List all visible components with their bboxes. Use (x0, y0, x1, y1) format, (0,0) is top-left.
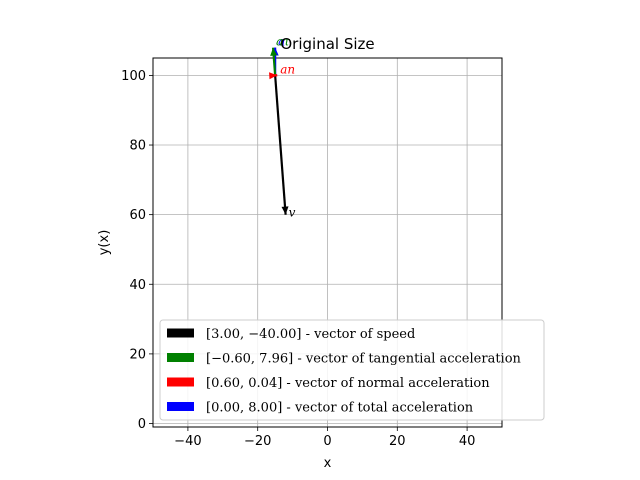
vector-a_tau: aτ (270, 35, 290, 76)
y-tick-label: 100 (121, 69, 146, 84)
vector-label-a: a (278, 35, 285, 49)
legend-swatch-a_tau (167, 353, 194, 362)
chart-title: Original Size (280, 35, 374, 53)
y-tick-label: 20 (129, 347, 146, 362)
y-tick-label: 60 (129, 208, 146, 223)
y-tick-label: 0 (138, 417, 146, 432)
vector-label-v: v (289, 206, 296, 220)
vector-label-a_tau: aτ (276, 35, 290, 49)
legend-swatch-a_n (167, 377, 194, 387)
legend-entry-a_tau: [−0.60, 7.96] - vector of tangential acc… (206, 352, 522, 367)
x-tick-label: 0 (323, 434, 331, 449)
vector-a_n: an (269, 62, 295, 80)
axis-ticks: −40 −20 0 20 40 0 20 40 60 80 100 (121, 69, 475, 449)
legend-entry-a_n: [0.60, 0.04] - vector of normal accelera… (206, 376, 490, 391)
legend: [3.00, −40.00] - vector of speed [−0.60, … (159, 319, 545, 421)
legend-swatch-a (167, 402, 194, 411)
vector-head-a_n (269, 72, 278, 80)
legend-entry-a: [0.00, 8.00] - vector of total accelerat… (206, 401, 474, 416)
x-tick-label: −40 (174, 434, 201, 449)
x-tick-label: −20 (244, 434, 271, 449)
vector-label-a_n: an (280, 62, 295, 76)
x-tick-label: 40 (459, 434, 476, 449)
legend-box (159, 319, 545, 421)
x-tick-label: 20 (389, 434, 406, 449)
legend-swatch-v (167, 328, 194, 338)
vectors: v aaτ an (269, 35, 296, 220)
x-axis-label: x (324, 456, 332, 471)
y-tick-label: 80 (129, 139, 146, 154)
vector-v: v (274, 75, 296, 220)
vector-shaft-v (274, 75, 287, 215)
y-tick-label: 40 (129, 278, 146, 293)
vector-head-v (281, 206, 289, 215)
legend-entry-v: [3.00, −40.00] - vector of speed (206, 327, 415, 342)
vector-head-a_tau (270, 47, 278, 56)
y-axis-label: y(x) (97, 230, 112, 256)
